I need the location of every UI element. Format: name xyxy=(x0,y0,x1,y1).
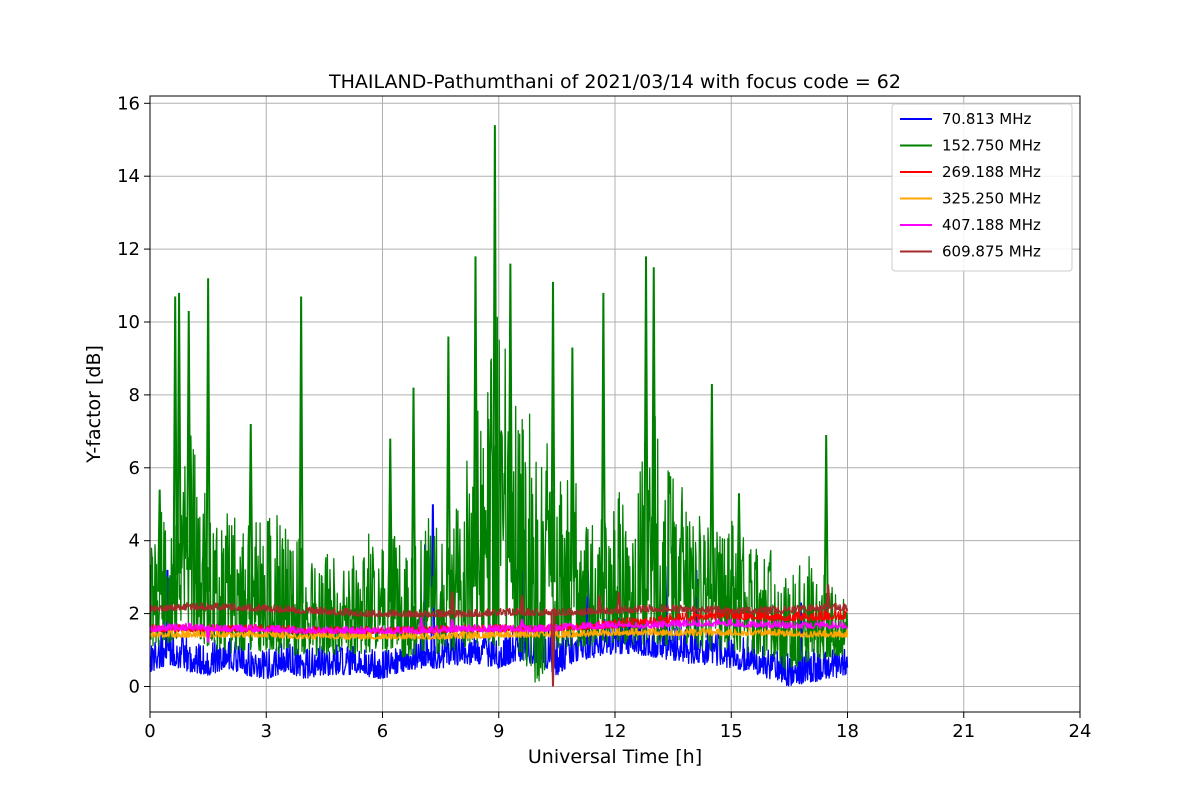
x-tick-label: 0 xyxy=(144,721,155,742)
series-line xyxy=(149,627,849,640)
y-tick-label: 14 xyxy=(117,166,140,187)
series-line xyxy=(149,602,849,618)
series-spike xyxy=(298,296,304,604)
series-spike xyxy=(492,125,498,544)
x-tick-label: 21 xyxy=(952,721,975,742)
series-spike xyxy=(449,618,455,629)
series-spike xyxy=(205,627,211,643)
series-spike xyxy=(643,256,649,579)
x-tick-label: 24 xyxy=(1069,721,1092,742)
legend-label: 407.188 MHz xyxy=(942,216,1041,234)
series-spike xyxy=(550,611,556,687)
series-4 xyxy=(149,617,848,643)
y-tick-label: 6 xyxy=(129,458,140,479)
series-1 xyxy=(149,125,849,683)
series-spike xyxy=(472,256,479,563)
series-spike xyxy=(616,591,622,610)
x-tick-label: 9 xyxy=(493,721,504,742)
series-spike xyxy=(205,278,211,592)
series-spike xyxy=(519,618,525,629)
legend-label: 152.750 MHz xyxy=(942,137,1041,155)
series-spike xyxy=(823,434,829,614)
y-tick-label: 2 xyxy=(129,604,140,625)
y-axis-title: Y-factor [dB] xyxy=(83,345,105,464)
legend-box xyxy=(891,103,1073,272)
y-tick-label: 8 xyxy=(129,385,140,406)
y-tick-label: 16 xyxy=(117,93,140,114)
legend-label: 70.813 MHz xyxy=(942,110,1031,128)
y-tick-label: 10 xyxy=(117,312,140,333)
series-spike xyxy=(186,311,192,570)
series-spike xyxy=(507,263,513,559)
series-spike xyxy=(157,489,163,592)
series-spike xyxy=(825,584,831,608)
x-axis-title: Universal Time [h] xyxy=(528,746,702,768)
series-spike xyxy=(248,424,254,587)
x-tick-label: 6 xyxy=(377,721,388,742)
series-spike xyxy=(410,387,417,604)
series-spike xyxy=(550,281,556,583)
series-spike xyxy=(651,267,657,570)
series-3 xyxy=(149,627,849,640)
series-layer xyxy=(149,125,849,687)
series-spike xyxy=(387,438,393,604)
series-spike xyxy=(445,336,451,601)
x-tick-label: 3 xyxy=(261,721,272,742)
legend-label: 325.250 MHz xyxy=(942,190,1041,208)
series-spike xyxy=(176,292,182,574)
series-line xyxy=(149,316,849,683)
legend-label: 269.188 MHz xyxy=(942,163,1041,181)
series-line xyxy=(149,616,849,687)
series-spike xyxy=(736,493,742,600)
series-spike xyxy=(569,347,575,582)
y-tick-label: 12 xyxy=(117,239,140,260)
series-spike xyxy=(596,595,603,611)
series-spike xyxy=(418,617,424,631)
legend-label: 609.875 MHz xyxy=(942,243,1041,261)
series-5 xyxy=(149,584,849,687)
x-tick-label: 15 xyxy=(720,721,743,742)
x-tick-label: 18 xyxy=(836,721,859,742)
series-spike xyxy=(172,296,178,575)
x-tick-label: 12 xyxy=(604,721,627,742)
y-tick-label: 4 xyxy=(129,531,140,552)
chart-title: THAILAND-Pathumthani of 2021/03/14 with … xyxy=(328,71,901,93)
series-spike xyxy=(519,595,525,612)
series-line xyxy=(149,618,848,635)
series-spike xyxy=(600,292,606,589)
y-tick-label: 0 xyxy=(129,676,140,697)
legend: 70.813 MHz 152.750 MHz 269.188 MHz 325.250 … xyxy=(891,103,1073,272)
series-spike xyxy=(449,591,455,614)
series-spike xyxy=(709,383,715,600)
